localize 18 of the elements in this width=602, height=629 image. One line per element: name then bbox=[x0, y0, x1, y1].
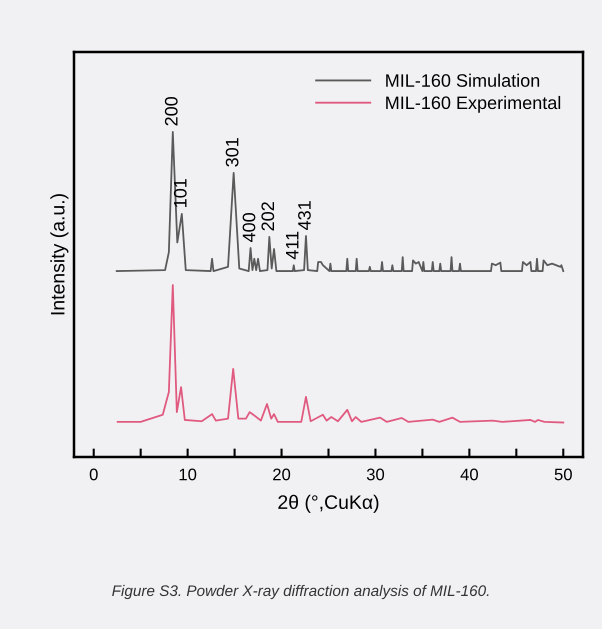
annotation: 411 bbox=[286, 232, 298, 260]
annotation: 101 bbox=[174, 179, 187, 207]
legend-label: MIL-160 Experimental bbox=[386, 96, 560, 113]
annotation: 200 bbox=[164, 96, 178, 126]
x-axis-title: 2θ (°,CuKα) bbox=[278, 494, 378, 513]
annotation: 431 bbox=[298, 201, 311, 230]
x-tick-label: 20 bbox=[273, 468, 290, 480]
annotation: 400 bbox=[242, 213, 256, 242]
x-tick-label: 10 bbox=[180, 468, 196, 480]
legend-label: MIL-160 Simulation bbox=[386, 74, 540, 87]
annotation: 301 bbox=[226, 138, 238, 167]
x-tick-label: 40 bbox=[460, 468, 478, 480]
annotation: 202 bbox=[261, 202, 274, 230]
y-axis-title: Intensity (a.u.) bbox=[50, 194, 68, 314]
x-tick-label: 30 bbox=[366, 468, 384, 480]
caption: Figure S3. Powder X-ray diffraction analysis of MIL-160. bbox=[112, 584, 488, 600]
x-tick-label: 50 bbox=[554, 468, 572, 480]
x-tick-label: 0 bbox=[90, 468, 98, 480]
